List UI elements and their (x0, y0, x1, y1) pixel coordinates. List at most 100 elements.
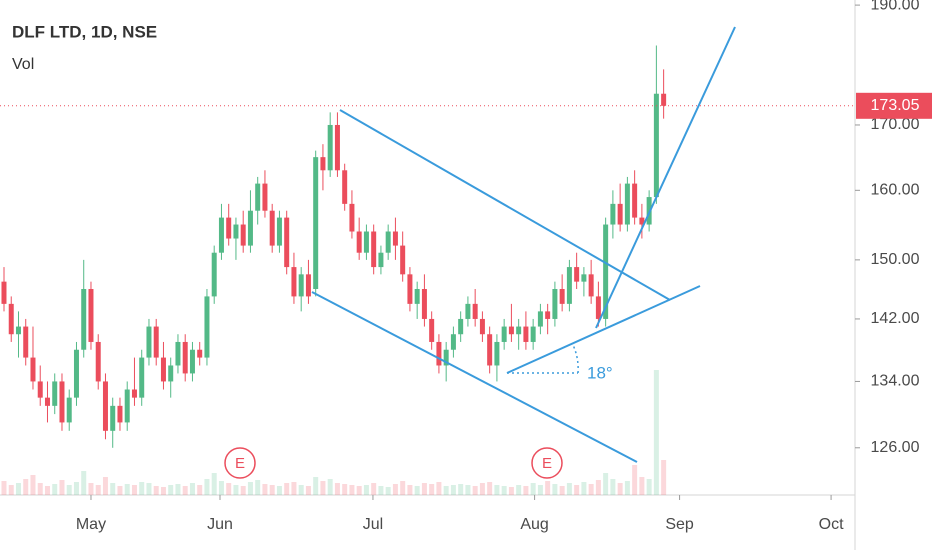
volume-bar (458, 484, 464, 495)
volume-bar (400, 481, 406, 495)
candle-body (73, 349, 79, 398)
volume-bar (146, 483, 152, 495)
candle-body (269, 210, 275, 246)
candle-body (327, 124, 333, 171)
candle-body (182, 341, 188, 374)
candle-body (429, 318, 435, 342)
volume-bar (240, 486, 246, 495)
candle-body (552, 289, 558, 319)
volume-bar (588, 484, 594, 495)
volume-bar (226, 483, 232, 495)
candle-body (334, 124, 340, 171)
volume-bar (327, 479, 333, 495)
volume-bar (255, 480, 261, 495)
candle-body (204, 296, 210, 358)
volume-bar (516, 485, 522, 495)
candle-body (363, 231, 369, 253)
last-price-box (856, 92, 932, 119)
candle-body (211, 252, 217, 297)
candle-body (639, 217, 645, 225)
trend-line (311, 291, 638, 463)
volume-bar (617, 483, 623, 495)
candle-body (508, 326, 514, 335)
candle-body (400, 245, 406, 275)
volume-bar (247, 482, 253, 495)
candle-body (30, 357, 36, 382)
x-tick-label: May (76, 516, 106, 533)
candle-body (581, 274, 587, 282)
event-label[interactable]: E (542, 455, 552, 472)
candle-body (472, 303, 478, 319)
candle-body (226, 217, 232, 239)
candle-body (595, 296, 601, 319)
y-tick-label: 160.00 (871, 182, 920, 199)
volume-bar (487, 482, 493, 495)
volume-bar (117, 486, 123, 495)
angle-label: 18° (587, 363, 613, 382)
volume-bar (102, 477, 108, 495)
candle-body (501, 326, 507, 342)
candle-body (378, 252, 384, 268)
y-tick-label: 150.00 (871, 251, 920, 268)
candle-body (530, 326, 536, 342)
candle-body (233, 224, 239, 239)
volume-bar (320, 481, 326, 495)
candle-body (537, 311, 543, 327)
x-tick-label: Jun (207, 516, 233, 533)
candle-body (603, 224, 609, 319)
candle-body (385, 231, 391, 253)
candle-body (255, 183, 261, 211)
candle-body (44, 397, 50, 406)
volume-bar (639, 477, 645, 495)
volume-bar (168, 485, 174, 495)
candle-body (240, 224, 246, 246)
volume-bar (211, 473, 217, 495)
candle-body (465, 303, 471, 319)
event-label[interactable]: E (235, 455, 245, 472)
earnings-markers: E E (224, 447, 563, 479)
candle-body (450, 334, 456, 350)
candle-body (342, 170, 348, 204)
candle-body (443, 349, 449, 366)
volume-bar (153, 486, 159, 495)
volume-bar (378, 486, 384, 495)
candle-body (37, 381, 43, 398)
volume-bar (465, 485, 471, 495)
volume-bar (197, 485, 203, 495)
last-price-label: 173.05 (871, 97, 920, 114)
angle-arc (507, 344, 579, 374)
candle-body (197, 349, 203, 358)
volume-bar (131, 485, 137, 495)
volume-bar (305, 486, 311, 495)
candle-body (458, 318, 464, 335)
candle-body (88, 289, 94, 342)
volume-bar (610, 479, 616, 495)
candle-body (218, 217, 224, 253)
candle-body (189, 349, 195, 374)
volume-bar (95, 485, 101, 495)
candle-body (632, 183, 638, 218)
volume-bar (545, 481, 551, 495)
candle-body (574, 267, 580, 282)
candle-body (124, 389, 130, 423)
volume-bar (233, 485, 239, 495)
candle-body (356, 231, 362, 253)
candle-body (146, 326, 152, 358)
candle-body (371, 231, 377, 268)
candle-body (110, 405, 116, 431)
volume-bar (363, 485, 369, 495)
y-tick-label: 170.00 (871, 116, 920, 133)
event-circle (224, 447, 256, 479)
volume-bar (530, 483, 536, 495)
volume-bar (523, 486, 529, 495)
trend-line (339, 109, 671, 301)
volume-bar (595, 480, 601, 495)
volume-bar (385, 487, 391, 495)
volume-bar (407, 485, 413, 495)
candle-body (131, 389, 137, 398)
candle-body (153, 326, 159, 358)
y-tick-label: 142.00 (871, 310, 920, 327)
x-tick-label: Aug (520, 516, 548, 533)
